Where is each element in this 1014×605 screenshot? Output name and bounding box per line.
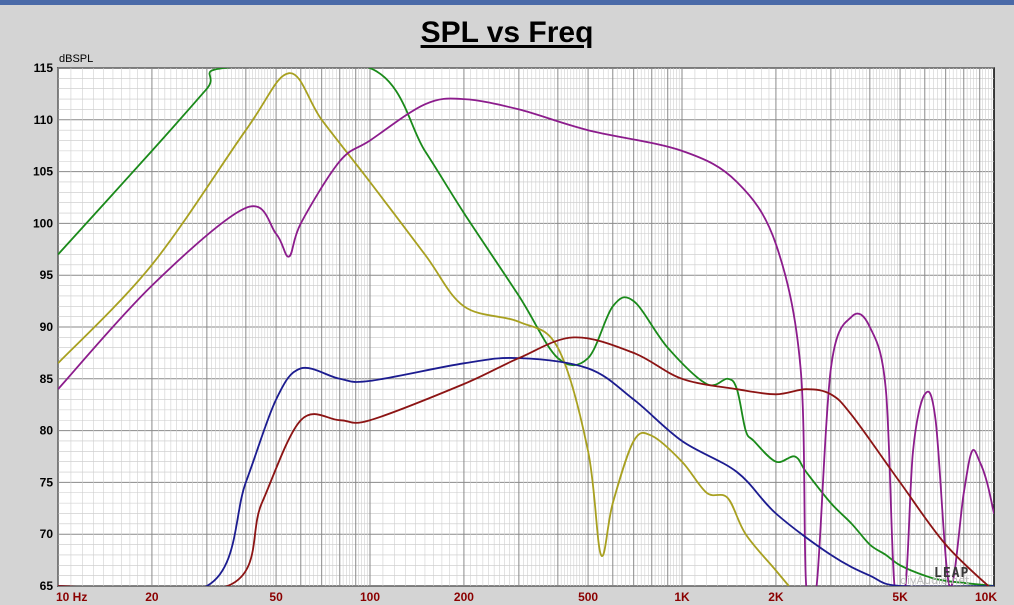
y-tick-label: 105 — [33, 165, 53, 179]
chart-title: SPL vs Freq — [420, 16, 594, 49]
y-tick-label: 70 — [40, 527, 54, 541]
x-tick-label: 1K — [674, 590, 690, 604]
x-tick-label: 5K — [892, 590, 908, 604]
y-tick-label: 115 — [34, 61, 54, 75]
grid-lines — [57, 67, 994, 587]
x-tick-label: 2K — [768, 590, 784, 604]
y-tick-label: 100 — [33, 216, 53, 230]
y-axis-label: dBSPL — [59, 53, 93, 65]
x-tick-label: 100 — [360, 590, 380, 604]
y-tick-label: 65 — [40, 579, 54, 593]
y-tick-label: 85 — [40, 372, 54, 386]
series-group — [58, 68, 994, 586]
y-tick-labels: 65 70 75 80 85 90 95 100 105 110 115 — [33, 61, 53, 593]
leap-logo: LEAP — [934, 566, 970, 581]
y-tick-label: 90 — [40, 320, 54, 334]
x-tick-label: 50 — [269, 590, 283, 604]
window-top-bar — [0, 0, 1014, 5]
x-tick-label: 10 Hz — [56, 590, 87, 604]
watermark-text: diyAudio.net — [900, 574, 970, 587]
x-tick-label: 20 — [145, 590, 159, 604]
y-tick-label: 80 — [40, 424, 54, 438]
y-tick-label: 110 — [34, 113, 54, 127]
series-line-3 — [58, 97, 994, 586]
y-tick-label: 95 — [40, 268, 54, 282]
series-line-2 — [58, 72, 790, 586]
series-line-5 — [58, 336, 990, 586]
x-tick-label: 10K — [975, 590, 997, 604]
x-tick-labels: 10 Hz 20 50 100 200 500 1K 2K 5K 10K — [56, 590, 997, 604]
y-tick-label: 75 — [40, 475, 54, 489]
x-tick-label: 500 — [578, 590, 598, 604]
x-tick-label: 200 — [454, 590, 474, 604]
